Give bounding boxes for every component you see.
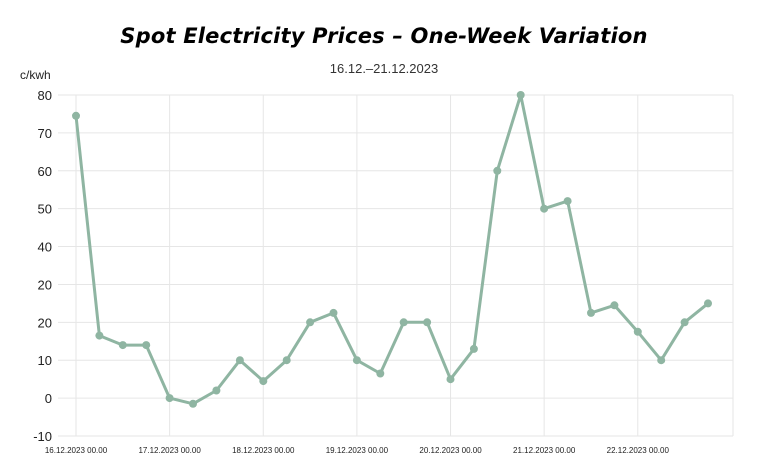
y-tick-label: -10: [33, 429, 52, 444]
y-tick-label: 40: [38, 240, 52, 255]
chart-subtitle: 16.12.–21.12.2023: [329, 61, 439, 76]
data-point: [212, 386, 221, 395]
data-point: [329, 308, 338, 317]
data-point: [704, 299, 712, 308]
data-point: [633, 327, 642, 336]
y-tick-label: 10: [38, 353, 52, 368]
data-point: [306, 318, 315, 327]
y-tick-label: 60: [38, 164, 52, 179]
data-point: [352, 356, 361, 365]
y-tick-label: 70: [38, 126, 52, 141]
x-axis-ticks: 16.12.2023 00.00 17.12.2023 00.00 18.12.20…: [45, 446, 670, 455]
x-tick-label: 18.12.2023 00.00: [232, 446, 295, 455]
chart-title: Spot Electricity Prices – One-Week Varia…: [120, 24, 648, 48]
x-tick-label: 20.12.2023 00.00: [419, 446, 482, 455]
data-point: [189, 399, 197, 408]
data-point: [142, 341, 151, 350]
data-point: [95, 331, 104, 340]
data-point: [680, 318, 689, 327]
grid-lines: [58, 94, 734, 437]
y-tick-label: 50: [38, 202, 52, 217]
y-axis-ticks: 80 70 60 50 40 20 20 10 0 -10: [33, 88, 52, 444]
data-point: [423, 318, 432, 327]
data-point: [446, 375, 455, 384]
data-point: [469, 344, 478, 353]
data-point: [282, 356, 291, 365]
data-point: [516, 91, 525, 99]
series-layer: [72, 91, 712, 408]
data-point: [259, 377, 268, 386]
x-tick-label: 16.12.2023 00.00: [45, 446, 108, 455]
series-line: [74, 93, 709, 406]
data-point: [165, 394, 174, 403]
data-point: [72, 111, 80, 120]
data-point: [493, 166, 502, 175]
data-point: [118, 341, 127, 350]
y-tick-label: 20: [38, 277, 52, 292]
data-point: [376, 369, 385, 378]
data-point: [235, 356, 244, 365]
x-tick-label: 22.12.2023 00.00: [607, 446, 670, 455]
data-point: [587, 308, 595, 317]
data-point: [399, 318, 408, 327]
data-point: [657, 356, 666, 365]
y-tick-label: 80: [38, 88, 52, 103]
x-tick-label: 21.12.2023 00.00: [513, 446, 576, 455]
data-point: [563, 197, 572, 206]
y-tick-label: 0: [45, 391, 52, 406]
data-point: [610, 301, 619, 310]
x-tick-label: 17.12.2023 00.00: [138, 446, 201, 455]
data-point: [540, 204, 549, 213]
x-tick-label: 19.12.2023 00.00: [326, 446, 389, 455]
y-tick-label: 20: [38, 315, 52, 330]
y-axis-unit-label: c/kwh: [20, 68, 51, 82]
